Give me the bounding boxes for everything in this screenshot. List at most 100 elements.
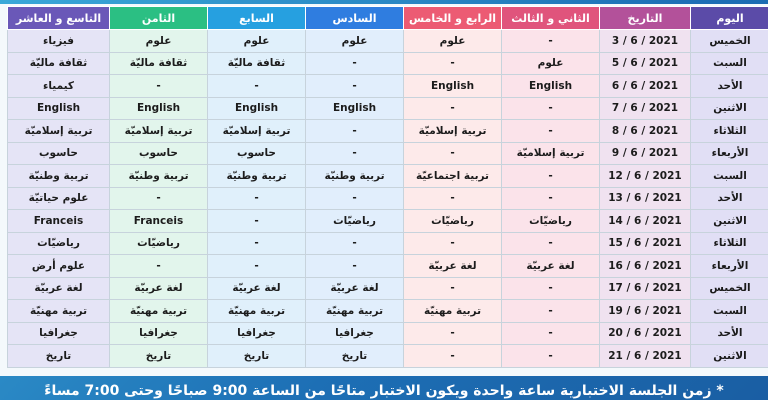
date-cell: 2021 / 6 / 19 [599, 299, 691, 323]
subject-cell: - [305, 186, 404, 210]
date-cell: 2021 / 6 / 16 [599, 254, 691, 278]
subject-cell: - [207, 209, 306, 233]
subject-cell: تاريخ [109, 344, 208, 368]
subject-cell: - [403, 344, 502, 368]
subject-cell: جغرافيا [7, 321, 110, 345]
day-cell: الاثنين [690, 344, 768, 368]
subject-cell: ثقافة ماليّة [7, 51, 110, 75]
subject-cell: - [207, 186, 306, 210]
table-row: الأربعاء 2021 / 6 / 16 لغة عربيّة لغة عربيّ… [7, 254, 768, 278]
subject-cell: - [305, 51, 404, 75]
subject-cell: - [305, 231, 404, 255]
header-grade-4-5: الرابع و الخامس [403, 6, 502, 30]
day-cell: الأربعاء [690, 141, 768, 165]
subject-cell: تربية مهنيّة [109, 299, 208, 323]
day-cell: الخميس [690, 29, 768, 53]
table-row: الثلاثاء 2021 / 6 / 15- - - - رياضيّات رياضيّا… [7, 231, 768, 255]
subject-cell: - [403, 321, 502, 345]
subject-cell: - [501, 29, 600, 53]
subject-cell: English [7, 96, 110, 120]
subject-cell: علوم أرض [7, 254, 110, 278]
subject-cell: علوم [207, 29, 306, 53]
subject-cell: لغة عربيّة [7, 276, 110, 300]
date-cell: 2021 / 6 / 9 [599, 141, 691, 165]
subject-cell: English [109, 96, 208, 120]
table-row: الأربعاء 2021 / 6 / 9 تربية إسلاميّة - - حاسو… [7, 141, 768, 165]
subject-cell: English [403, 74, 502, 98]
subject-cell: تربية إسلاميّة [403, 119, 502, 143]
subject-cell: رياضيّات [109, 231, 208, 255]
day-cell: الثلاثاء [690, 119, 768, 143]
subject-cell: - [109, 74, 208, 98]
subject-cell: - [109, 254, 208, 278]
day-cell: الأربعاء [690, 254, 768, 278]
subject-cell: تربية إسلاميّة [207, 119, 306, 143]
date-cell: 2021 / 6 / 5 [599, 51, 691, 75]
subject-cell: English [501, 74, 600, 98]
table-header-row: اليوم التاريخ الثاني و الثالث الرابع و ا… [7, 6, 768, 30]
subject-cell: ثقافة ماليّة [207, 51, 306, 75]
table-row: الأحد 2021 / 6 / 20- - جغرافيا جغرافيا جغرافي… [7, 321, 768, 345]
subject-cell: English [305, 96, 404, 120]
subject-cell: فيزياء [7, 29, 110, 53]
subject-cell: تربية إسلاميّة [501, 141, 600, 165]
subject-cell: علوم [501, 51, 600, 75]
table-row: الأحد 2021 / 6 / 6 English English - - - كيمياء [7, 74, 768, 98]
subject-cell: لغة عربيّة [305, 276, 404, 300]
header-day: اليوم [690, 6, 768, 30]
subject-cell: - [501, 276, 600, 300]
table-body: الخميس 2021 / 6 / 3- علوم علوم علوم علوم فيزيا… [7, 29, 768, 368]
date-cell: 2021 / 6 / 12 [599, 164, 691, 188]
table-row: الخميس 2021 / 6 / 17- - لغة عربيّة لغة عربيّ… [7, 276, 768, 300]
subject-cell: - [501, 321, 600, 345]
subject-cell: - [207, 254, 306, 278]
subject-cell: ثقافة ماليّة [109, 51, 208, 75]
subject-cell: - [403, 51, 502, 75]
day-cell: الخميس [690, 276, 768, 300]
day-cell: السبت [690, 164, 768, 188]
table-row: الاثنين 2021 / 6 / 7- - English English Engli… [7, 96, 768, 120]
subject-cell: - [501, 119, 600, 143]
subject-cell: تربية مهنيّة [207, 299, 306, 323]
day-cell: الأحد [690, 74, 768, 98]
subject-cell: - [305, 119, 404, 143]
subject-cell: تربية مهنيّة [7, 299, 110, 323]
subject-cell: علوم [305, 29, 404, 53]
day-cell: الاثنين [690, 209, 768, 233]
table-row: الخميس 2021 / 6 / 3- علوم علوم علوم علوم فيزيا… [7, 29, 768, 53]
subject-cell: - [305, 141, 404, 165]
subject-cell: - [501, 299, 600, 323]
subject-cell: Franceis [7, 209, 110, 233]
subject-cell: - [501, 164, 600, 188]
subject-cell: علوم [109, 29, 208, 53]
exam-time-note: * زمن الجلسة الاختبارية ساعة واحدة ويكون… [44, 383, 724, 399]
date-cell: 2021 / 6 / 8 [599, 119, 691, 143]
subject-cell: - [501, 96, 600, 120]
table-row: الثلاثاء 2021 / 6 / 8- تربية إسلاميّة - تربي… [7, 119, 768, 143]
subject-cell: تربية وطنيّة [7, 164, 110, 188]
subject-cell: حاسوب [109, 141, 208, 165]
subject-cell: - [403, 186, 502, 210]
subject-cell: لغة عربيّة [501, 254, 600, 278]
day-cell: الثلاثاء [690, 231, 768, 255]
subject-cell: تربية وطنيّة [207, 164, 306, 188]
table-row: الاثنين 2021 / 6 / 14 رياضيّات رياضيّات رياض… [7, 209, 768, 233]
subject-cell: تربية إسلاميّة [7, 119, 110, 143]
subject-cell: تربية إسلاميّة [109, 119, 208, 143]
day-cell: الأحد [690, 186, 768, 210]
subject-cell: - [501, 231, 600, 255]
date-cell: 2021 / 6 / 17 [599, 276, 691, 300]
subject-cell: تربية وطنيّة [109, 164, 208, 188]
schedule-sheet: اليوم التاريخ الثاني و الثالث الرابع و ا… [0, 4, 768, 376]
subject-cell: رياضيّات [305, 209, 404, 233]
header-grade-2-3: الثاني و الثالث [501, 6, 600, 30]
date-cell: 2021 / 6 / 15 [599, 231, 691, 255]
subject-cell: تربية مهنيّة [305, 299, 404, 323]
subject-cell: - [403, 141, 502, 165]
day-cell: الاثنين [690, 96, 768, 120]
subject-cell: - [403, 231, 502, 255]
subject-cell: Franceis [109, 209, 208, 233]
subject-cell: رياضيّات [501, 209, 600, 233]
exam-schedule-table: اليوم التاريخ الثاني و الثالث الرابع و ا… [7, 6, 768, 368]
subject-cell: كيمياء [7, 74, 110, 98]
